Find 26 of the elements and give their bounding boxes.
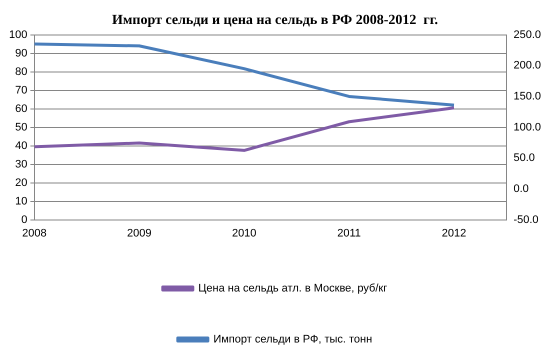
x-tick-label: 2008 <box>22 227 47 240</box>
y-tick-label: 80 <box>15 66 28 78</box>
y2-tick-label: 200.0 <box>513 60 542 72</box>
y2-tick-label: -50.0 <box>513 214 539 226</box>
y-tick-label: 90 <box>15 47 28 60</box>
y2-tick-label: 150.0 <box>513 90 542 102</box>
chart-title: Импорт сельди и цена на сельдь в РФ 2008-2012 гг. <box>112 13 438 28</box>
x-tick-label: 2010 <box>232 227 256 240</box>
legend-label: Цена на сельдь атл. в Москве, руб/кг <box>198 282 388 295</box>
x-tick-label: 2009 <box>127 227 152 240</box>
legend-label: Импорт сельди в РФ, тыс. тонн <box>213 334 372 346</box>
y-tick-label: 10 <box>15 195 28 208</box>
y-tick-label: 60 <box>15 102 28 115</box>
y-tick-label: 70 <box>15 84 28 96</box>
y-tick-label: 40 <box>15 140 28 152</box>
y2-tick-label: 0.0 <box>513 183 529 195</box>
y-tick-label: 0 <box>21 214 28 226</box>
y-tick-label: 50 <box>15 121 28 134</box>
x-tick-label: 2012 <box>442 227 466 240</box>
y2-tick-label: 50.0 <box>513 152 535 164</box>
y-tick-label: 30 <box>15 158 28 170</box>
y-tick-label: 20 <box>15 176 28 189</box>
y2-tick-label: 100.0 <box>513 121 542 134</box>
y2-tick-label: 250.0 <box>513 28 542 41</box>
x-tick-label: 2011 <box>337 227 361 240</box>
y-tick-label: 100 <box>8 28 28 41</box>
